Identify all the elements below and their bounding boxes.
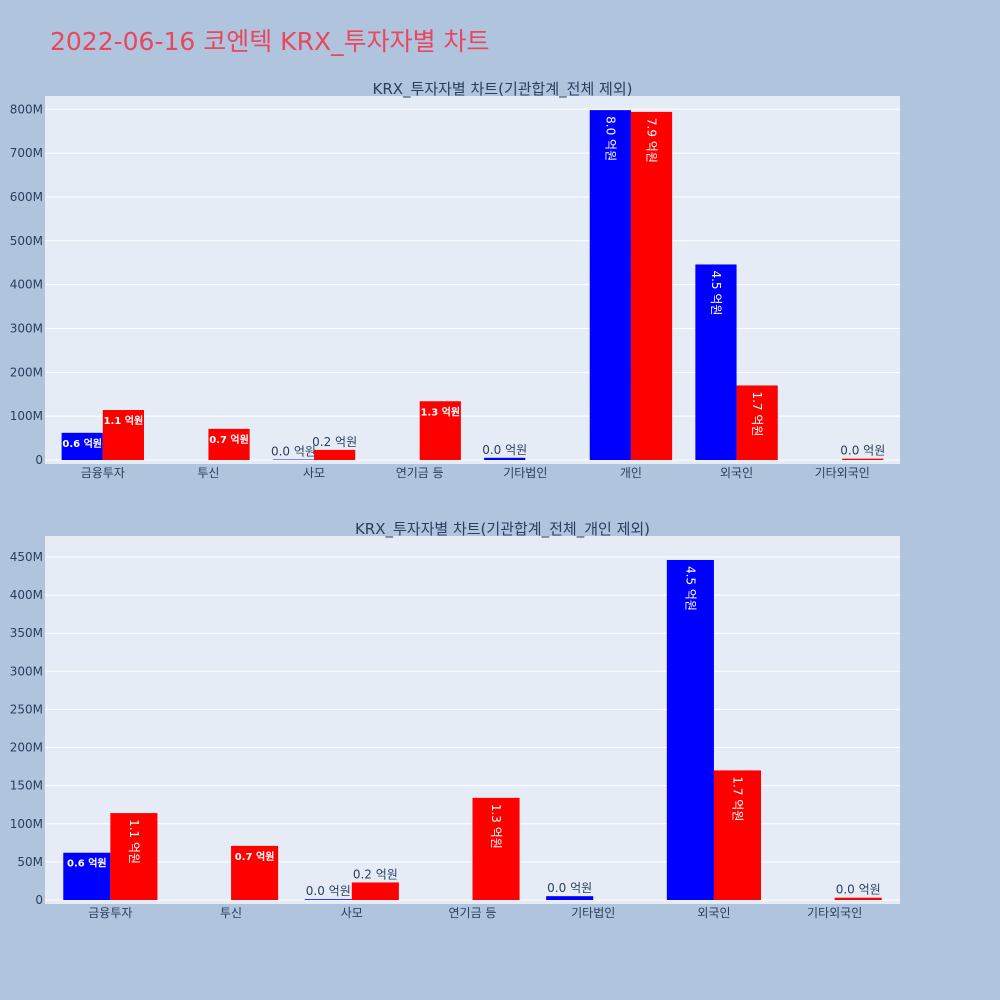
data-label: 0.0 억원 — [836, 883, 881, 897]
x-tick-label: 외국인 — [697, 906, 730, 920]
bar-sell — [834, 897, 882, 900]
data-label: 0.2 억원 — [312, 435, 357, 449]
data-label: 1.7 억원 — [730, 776, 744, 821]
bar-sell — [736, 385, 778, 460]
y-tick-label: 500M — [10, 234, 43, 248]
data-label: 0.7 억원 — [235, 850, 275, 863]
data-label: 7.9 억원 — [645, 118, 659, 163]
bar-sell — [102, 410, 145, 460]
bar-sell — [231, 845, 279, 900]
y-tick-label: 450M — [10, 550, 43, 564]
y-tick-label: 400M — [10, 588, 43, 602]
bar-sell — [842, 458, 884, 460]
y-tick-label: 200M — [10, 741, 43, 755]
data-label: 1.3 억원 — [489, 804, 503, 849]
data-label: 4.5 억원 — [683, 566, 697, 611]
bar-sell — [110, 813, 158, 900]
data-label: 0.0 억원 — [306, 884, 351, 898]
y-tick-label: 600M — [10, 190, 43, 204]
bar-sell — [351, 882, 399, 900]
bar-sell — [713, 770, 762, 900]
data-label: 1.1 억원 — [127, 819, 141, 864]
bar-buy — [484, 457, 526, 460]
bar-buy — [666, 560, 714, 900]
chart-title: KRX_투자자별 차트(기관합계_전체_개인 제외) — [355, 520, 650, 539]
x-tick-label: 기타법인 — [571, 906, 615, 920]
x-tick-label: 외국인 — [720, 466, 753, 480]
x-tick-label: 연기금 등 — [449, 906, 497, 920]
data-label: 8.0 억원 — [603, 116, 617, 161]
bar-buy — [589, 110, 631, 460]
x-tick-label: 기타외국인 — [815, 466, 870, 480]
y-tick-label: 0 — [35, 453, 43, 467]
x-tick-label: 사모 — [303, 466, 325, 480]
x-tick-label: 사모 — [341, 906, 363, 920]
y-tick-label: 100M — [10, 817, 43, 831]
bar-sell — [314, 449, 356, 460]
data-label: 1.1 억원 — [104, 414, 144, 427]
y-tick-label: 300M — [10, 664, 43, 678]
y-tick-label: 0 — [35, 893, 43, 907]
data-label: 0.6 억원 — [62, 437, 102, 450]
x-tick-label: 금융투자 — [81, 466, 125, 480]
y-tick-label: 400M — [10, 278, 43, 292]
y-tick-label: 800M — [10, 102, 43, 116]
data-label: 0.7 억원 — [209, 433, 249, 446]
bar-buy — [63, 852, 111, 900]
data-label: 0.2 억원 — [353, 867, 398, 881]
bar-buy — [61, 432, 103, 460]
bar-sell — [472, 797, 520, 900]
y-tick-label: 300M — [10, 321, 43, 335]
data-label: 0.0 억원 — [547, 881, 592, 895]
bar-buy — [304, 899, 352, 900]
bar-sell — [208, 428, 250, 460]
y-tick-label: 250M — [10, 702, 43, 716]
y-tick-label: 700M — [10, 146, 43, 160]
x-tick-label: 기타법인 — [503, 466, 547, 480]
x-tick-label: 투신 — [220, 906, 242, 920]
y-tick-label: 150M — [10, 779, 43, 793]
data-label: 0.0 억원 — [840, 444, 885, 458]
bar-sell — [630, 111, 673, 460]
bar-buy — [695, 264, 737, 460]
y-tick-label: 200M — [10, 365, 43, 379]
data-label: 0.0 억원 — [271, 445, 316, 459]
y-tick-label: 100M — [10, 409, 43, 423]
data-label: 0.0 억원 — [482, 443, 527, 457]
x-tick-label: 금융투자 — [88, 906, 132, 920]
y-tick-label: 50M — [17, 855, 43, 869]
data-label: 0.6 억원 — [67, 857, 107, 870]
x-tick-label: 기타외국인 — [807, 906, 862, 920]
x-tick-label: 투신 — [197, 466, 219, 480]
page-title: 2022-06-16 코엔텍 KRX_투자자별 차트 — [50, 27, 490, 56]
chart-title: KRX_투자자별 차트(기관합계_전체 제외) — [373, 80, 633, 99]
chart-2: 0 50M 100M 150M 200M 250M 300M 350M 400M 450M KRX_… — [10, 520, 900, 920]
chart-1: 0 100M 200M 300M 400M 500M 600M 700M 800M KRX_투자자… — [10, 80, 900, 480]
y-tick-label: 350M — [10, 626, 43, 640]
bar-buy — [546, 896, 594, 900]
data-label: 1.7 억원 — [750, 391, 764, 436]
bar-sell — [419, 401, 461, 460]
data-label: 1.3 억원 — [420, 405, 460, 418]
x-tick-label: 개인 — [620, 466, 642, 480]
x-tick-label: 연기금 등 — [396, 466, 444, 480]
data-label: 4.5 억원 — [709, 270, 723, 315]
